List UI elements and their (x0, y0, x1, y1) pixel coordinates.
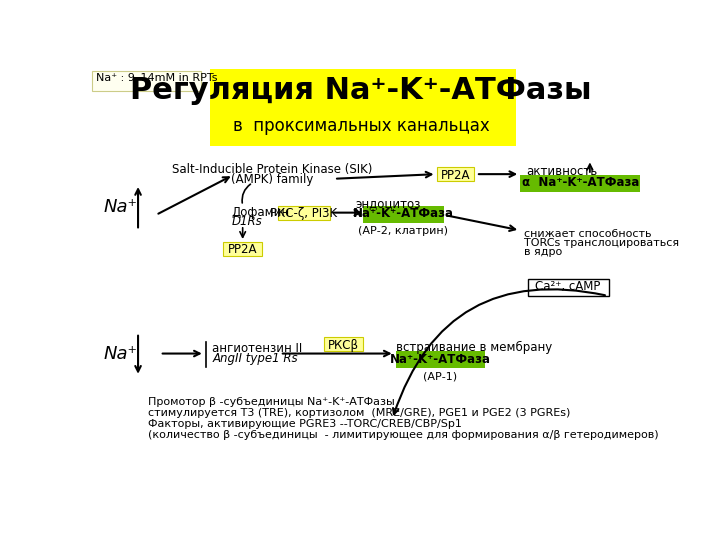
Bar (277, 206, 330, 220)
Bar (92, 71, 201, 91)
Text: Salt-Inducible Protein Kinase (SIK): Salt-Inducible Protein Kinase (SIK) (172, 164, 372, 177)
Text: TORCs транслоцироваться: TORCs транслоцироваться (524, 238, 679, 248)
Bar (396, 351, 485, 368)
Text: (количество β -субъединицы  - лимитирующее для формирования α/β гетеродимеров): (количество β -субъединицы - лимитирующе… (148, 430, 659, 440)
Text: D1Rs: D1Rs (232, 215, 263, 228)
Text: Na⁺: Na⁺ (104, 345, 138, 362)
Bar (324, 338, 363, 351)
Text: PP2A: PP2A (441, 168, 471, 182)
Text: снижает способность: снижает способность (524, 229, 652, 239)
Bar (437, 167, 474, 181)
Text: (АР-1): (АР-1) (423, 372, 457, 381)
Bar (520, 175, 640, 192)
Text: α  Na⁺-K⁺-АТФаза: α Na⁺-K⁺-АТФаза (522, 177, 639, 190)
Text: (AMPK) family: (AMPK) family (231, 173, 313, 186)
Bar (210, 69, 516, 146)
Text: эндоцитоз: эндоцитоз (356, 197, 421, 210)
Bar (363, 206, 444, 222)
Text: Промотор β -субъединицы Na⁺-K⁺-АТФазы: Промотор β -субъединицы Na⁺-K⁺-АТФазы (148, 397, 395, 408)
Text: (АР-2, клатрин): (АР-2, клатрин) (358, 226, 448, 237)
Text: активность: активность (526, 165, 598, 178)
Text: РКСβ: РКСβ (328, 339, 359, 352)
Text: Ca²⁺, cAMP: Ca²⁺, cAMP (536, 280, 601, 293)
Text: Дофамин: Дофамин (232, 206, 290, 219)
Text: стимулируется T3 (TRE), кортизолом  (MRE/GRE), PGE1 и PGE2 (3 PGREs): стимулируется T3 (TRE), кортизолом (MRE/… (148, 408, 570, 418)
Text: Факторы, активирующие PGRE3 --TORC/CREB/CBP/Sp1: Факторы, активирующие PGRE3 --TORC/CREB/… (148, 419, 462, 429)
Text: Na⁺ : 9–14mM in RPTs: Na⁺ : 9–14mM in RPTs (96, 73, 217, 83)
Text: ангиотензин II: ангиотензин II (212, 342, 302, 355)
Text: в ядро: в ядро (524, 247, 562, 257)
Text: встраивание в мембрану: встраивание в мембрану (396, 340, 552, 354)
Text: AngII type1 Rs: AngII type1 Rs (212, 352, 298, 365)
Bar (528, 279, 609, 296)
Text: PP2A: PP2A (228, 244, 258, 256)
Text: Na⁺-K⁺-АТФаза: Na⁺-K⁺-АТФаза (390, 353, 491, 366)
Text: Na⁺: Na⁺ (104, 198, 138, 216)
Text: Na⁺-K⁺-АТФаза: Na⁺-K⁺-АТФаза (353, 207, 454, 220)
Text: РКС-ζ, PI3K: РКС-ζ, PI3K (270, 207, 338, 220)
Text: Регуляция Na⁺-K⁺-АТФазы: Регуляция Na⁺-K⁺-АТФазы (130, 76, 592, 105)
Bar (223, 242, 262, 256)
Text: в  проксимальных канальцах: в проксимальных канальцах (233, 117, 490, 135)
